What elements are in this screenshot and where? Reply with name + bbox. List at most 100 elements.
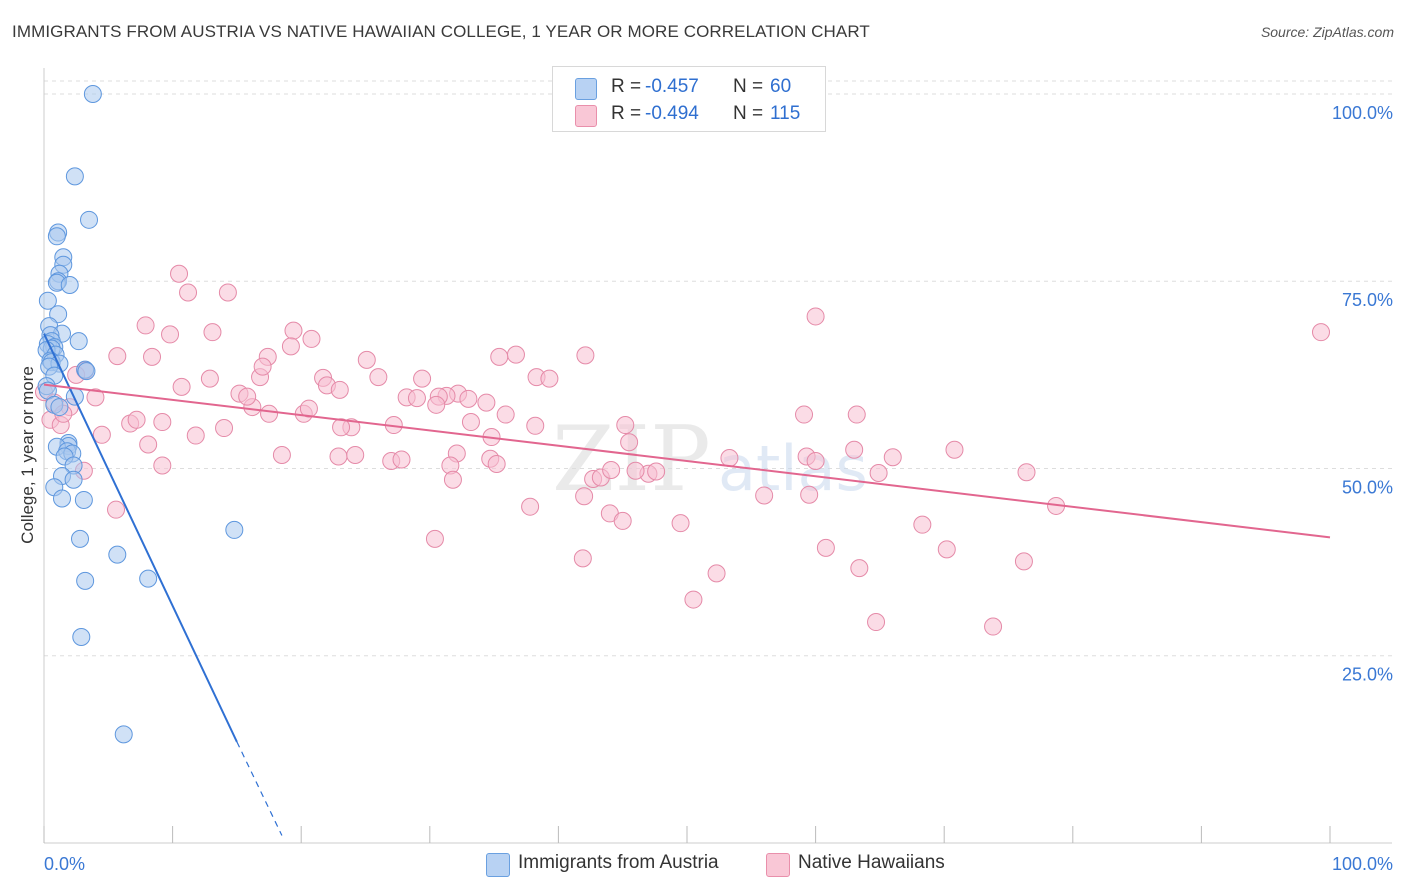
austria-point xyxy=(50,398,69,417)
hawaiian-point xyxy=(461,413,480,432)
hawaiian-point xyxy=(613,511,632,530)
austria-point xyxy=(114,725,133,744)
hawaiian-point xyxy=(153,456,172,475)
hawaiian-point xyxy=(92,425,111,444)
hawaiian-point xyxy=(281,337,300,356)
austria-point xyxy=(108,545,127,564)
austria-point xyxy=(64,470,83,489)
hawaiian-point xyxy=(161,325,180,344)
hawaiian-point xyxy=(816,538,835,557)
austria-point xyxy=(139,569,158,588)
legend-r-label: R = xyxy=(611,103,642,124)
hawaiian-point xyxy=(459,389,478,408)
hawaiian-point xyxy=(521,497,540,516)
x-tick-label: 100.0% xyxy=(1332,854,1393,874)
hawaiian-point xyxy=(490,347,509,366)
austria-point xyxy=(49,305,68,324)
hawaiian-point xyxy=(200,369,219,388)
hawaiian-point xyxy=(1311,323,1330,342)
hawaiian-point xyxy=(620,433,639,452)
hawaiian-point xyxy=(477,393,496,412)
hawaiian-point xyxy=(272,446,291,465)
chart-title: IMMIGRANTS FROM AUSTRIA VS NATIVE HAWAII… xyxy=(12,22,870,41)
hawaiian-point xyxy=(153,413,172,432)
legend-n-label: N = xyxy=(733,103,764,124)
hawaiian-point xyxy=(526,416,545,435)
hawaiian-point xyxy=(576,346,595,365)
hawaiian-point xyxy=(573,549,592,568)
axes xyxy=(43,68,1392,844)
hawaiian-point xyxy=(847,405,866,424)
y-axis-label: College, 1 year or more xyxy=(18,366,37,544)
legend-label-austria: Immigrants from Austria xyxy=(518,852,719,873)
austria-point xyxy=(47,227,66,246)
hawaiian-point xyxy=(170,264,189,283)
hawaiian-point xyxy=(755,486,774,505)
hawaiian-point xyxy=(795,405,814,424)
hawaiian-point xyxy=(443,470,462,489)
hawaiian-point xyxy=(172,377,191,396)
legend-swatch-austria xyxy=(575,78,597,100)
x-tick-label: 0.0% xyxy=(44,854,85,874)
austria-point xyxy=(65,167,84,186)
hawaiian-point xyxy=(616,416,635,435)
austria-point xyxy=(53,489,72,508)
austria-point xyxy=(38,291,57,310)
hawaiian-point xyxy=(945,440,964,459)
hawaiian-point xyxy=(937,540,956,559)
hawaiian-point xyxy=(850,559,869,578)
hawaiian-point xyxy=(806,452,825,470)
austria-point xyxy=(225,520,244,539)
hawaiian-point xyxy=(186,426,205,445)
x-tick-labels: 0.0% 100.0% xyxy=(44,854,1393,874)
hawaiian-point xyxy=(540,369,559,388)
watermark: ZIP atlas xyxy=(552,407,868,512)
hawaiian-point xyxy=(602,460,621,479)
austria-point xyxy=(74,490,93,509)
austria-point xyxy=(83,84,102,103)
austria-point xyxy=(77,362,96,381)
hawaiian-point xyxy=(143,347,162,366)
series-legend: Immigrants from Austria Native Hawaiians xyxy=(0,852,1406,878)
stats-legend: R = -0.457 N = 60 R = -0.494 N = 115 xyxy=(552,66,826,132)
hawaiian-point xyxy=(260,404,279,423)
hawaiian-point xyxy=(671,514,690,533)
hawaiian-point xyxy=(302,329,321,348)
legend-n-value: 60 xyxy=(770,76,792,97)
y-tick-label: 50.0% xyxy=(1342,477,1393,497)
hawaiian-point xyxy=(329,447,348,466)
hawaiian-point xyxy=(575,487,594,506)
hawaiian-point xyxy=(626,461,645,480)
hawaiian-point xyxy=(845,440,864,459)
hawaiian-point xyxy=(86,388,105,407)
hawaiian-point xyxy=(427,395,446,414)
hawaiian-point xyxy=(346,446,365,465)
y-tick-label: 100.0% xyxy=(1332,103,1393,123)
hawaiian-point xyxy=(215,419,234,438)
legend-n-label: N = xyxy=(733,76,764,97)
watermark-atlas: atlas xyxy=(718,432,868,505)
hawaiian-point xyxy=(369,368,388,387)
y-tick-label: 25.0% xyxy=(1342,665,1393,685)
hawaiian-point xyxy=(127,410,146,429)
legend-swatch-austria xyxy=(486,853,510,877)
legend-label-hawaiians: Native Hawaiians xyxy=(798,852,945,873)
hawaiian-point xyxy=(108,347,127,366)
hawaiian-point xyxy=(487,454,506,473)
austria-point xyxy=(71,529,90,548)
legend-swatch-hawaiians xyxy=(575,105,597,127)
hawaiian-point xyxy=(800,485,819,504)
hawaiian-point xyxy=(332,418,351,437)
hawaiian-point xyxy=(218,283,237,302)
austria-point xyxy=(76,571,95,590)
austria-point xyxy=(80,210,99,229)
hawaiian-point xyxy=(720,449,739,468)
hawaiian-point xyxy=(139,435,158,454)
hawaiian-point xyxy=(238,387,257,406)
hawaiian-point xyxy=(984,617,1003,636)
hawaiian-point xyxy=(1017,463,1036,482)
austria-trend-extension xyxy=(236,741,283,836)
hawaiian-point xyxy=(407,389,426,408)
hawaiian-point xyxy=(253,357,272,376)
